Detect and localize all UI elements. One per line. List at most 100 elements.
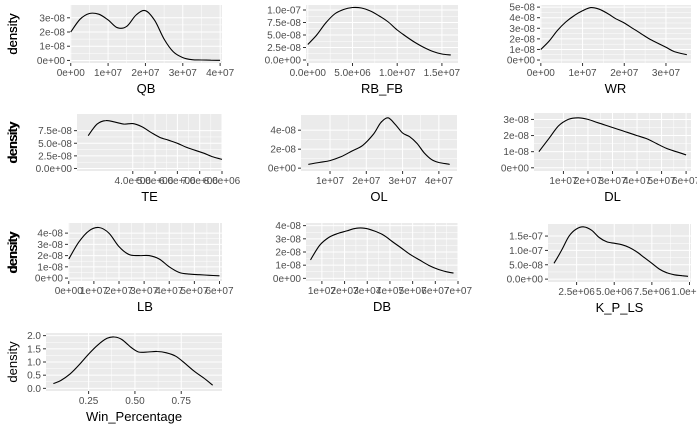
y-axis-title: density [5,13,20,55]
x-tick-label: 0.0e+00 [290,68,327,79]
y-tick-label: 2e-08 [39,28,65,39]
density-line [308,117,450,165]
y-axis-title: density [5,232,20,274]
y-tick-label: 0e+00 [507,56,536,67]
x-tick-label: 2.5e+06 [558,287,595,298]
y-tick-label: 3e-08 [503,115,529,126]
x-tick-label: 1.5e+07 [424,68,461,79]
panel-background [77,114,222,171]
density-panel-2: 0.0e+00 5.0e+06 1.0e+07 1.5e+07 0.0e+00 2.5e-… [5,5,461,96]
y-tick-label: 1.0e-07 [267,6,301,17]
y-tick-label: 0e+00 [37,56,66,67]
y-tick-label: 5.0e-08 [267,31,301,42]
x-tick-label: 4e+07 [376,286,405,297]
x-tick-label: 2e+07 [331,286,360,297]
x-axis-title: TE [141,189,158,204]
y-tick-label: 2e-08 [270,145,296,156]
x-axis-title: OL [370,189,387,204]
y-axis-title: density [5,231,20,273]
x-tick-label: 4e+07 [623,176,652,187]
density-panel-4: 4.0e+065.0e+066.0e+067.0e+068.0e+06 0.0e+… [5,114,241,204]
y-tick-label: 0.0e+00 [507,275,544,286]
y-tick-label: 1e-08 [39,42,65,53]
x-axis-title: WR [605,81,627,96]
y-tick-label: 2e-08 [503,131,529,142]
y-tick-label: 2e-08 [509,34,535,45]
y-tick-label: 0e+00 [273,274,302,285]
x-tick-label: 0e+00 [57,68,86,79]
y-tick-label: 0.0e+00 [36,164,73,175]
y-tick-label: 7.5e-08 [38,126,72,137]
x-tick-label: 5.0e+06 [137,176,174,187]
y-tick-label: 1.0e-07 [509,246,543,257]
y-axis-title: density [5,341,20,383]
y-axis-title: density [5,122,20,164]
density-panel-10: 0.25 0.50 0.75 0.0 0.5 1.0 1.5 2.0 Win_Percentag… [5,331,222,424]
x-tick-label: 5.0e+06 [596,287,633,298]
x-tick-label: 1e+07 [549,176,578,187]
x-tick-label: 5e+07 [648,176,677,187]
density-panel-7: 0e+001e+072e+073e+074e+075e+076e+070e+00… [5,223,234,314]
y-tick-label: 0.0e+00 [265,56,302,67]
x-tick-label: 8.0e+06 [204,176,241,187]
x-tick-label: 1.0e+07 [379,68,416,79]
x-tick-label: 7.0e+06 [181,176,218,187]
density-line [538,117,687,156]
y-tick-label: 2.5e-08 [38,151,72,162]
panel-background [70,5,222,63]
y-tick-label: 0.5 [27,371,41,382]
density-panel-6: 1e+072e+073e+074e+075e+076e+070e+001e-08… [5,113,697,204]
x-tick-label: 2e+07 [105,286,134,297]
y-axis-title: density [5,231,20,273]
density-panel-5: 1e+07 2e+07 3e+07 4e+07 0e+00 2e-08 4e-08 OL den… [5,115,457,204]
y-tick-label: 3e-08 [509,24,535,35]
x-tick-label: 1.0e+07 [671,287,697,298]
x-axis-title: Win_Percentage [86,409,182,424]
x-axis-title: K_P_LS [596,300,644,315]
x-axis-title: DB [373,299,391,314]
x-tick-label: 3e+07 [389,176,418,187]
y-tick-label: 3e-08 [39,13,65,24]
x-axis-title: RB_FB [361,81,403,96]
y-tick-label: 1e-08 [275,261,301,272]
x-tick-label: 0e+00 [55,286,84,297]
y-tick-label: 4e-08 [37,229,63,240]
x-tick-label: 4e+07 [425,176,454,187]
x-tick-label: 7.5e+06 [634,287,671,298]
x-tick-label: 1e+07 [316,176,345,187]
density-line [53,336,214,386]
x-tick-label: 4e+07 [206,68,235,79]
x-tick-label: 1e+07 [94,68,123,79]
x-tick-label: 3e+07 [169,68,198,79]
x-tick-label: 3e+07 [353,286,382,297]
y-tick-label: 1e-08 [503,147,529,158]
panel-background [306,5,458,63]
x-tick-label: 6e+07 [672,176,697,187]
y-tick-label: 1.0 [27,358,41,369]
x-tick-label: 0e+00 [527,68,556,79]
density-line [87,119,223,160]
x-tick-label: 5e+07 [399,286,428,297]
x-tick-label: 5.0e+06 [334,68,371,79]
y-axis-title: density [5,121,20,163]
y-axis-title: density [5,121,20,163]
x-tick-label: 3e+07 [130,286,159,297]
x-tick-label: 5e+07 [180,286,209,297]
y-axis-title: density [5,13,20,55]
y-tick-label: 0e+00 [268,164,297,175]
x-tick-label: 4e+07 [155,286,184,297]
density-panel-9: 2.5e+065.0e+067.5e+061.0e+07 0.0e+00 5.0e-… [5,224,697,315]
y-tick-label: 1.5 [27,344,41,355]
panel-background [301,115,457,171]
density-panel-8: 1e+072e+073e+074e+075e+076e+077e+070e+00… [5,221,472,314]
density-panel-3: 0e+00 1e+07 2e+07 3e+070e+001e-082e-083e-08… [5,3,691,96]
x-tick-label: 0.50 [125,396,145,407]
y-tick-label: 7.5e-08 [267,18,301,29]
x-tick-label: 2e+07 [352,176,381,187]
density-line [553,226,689,277]
x-tick-label: 1e+07 [569,68,598,79]
density-line [540,7,687,56]
y-tick-label: 5e-08 [509,3,535,14]
y-tick-label: 4e-08 [509,13,535,24]
y-tick-label: 1e-08 [37,262,63,273]
